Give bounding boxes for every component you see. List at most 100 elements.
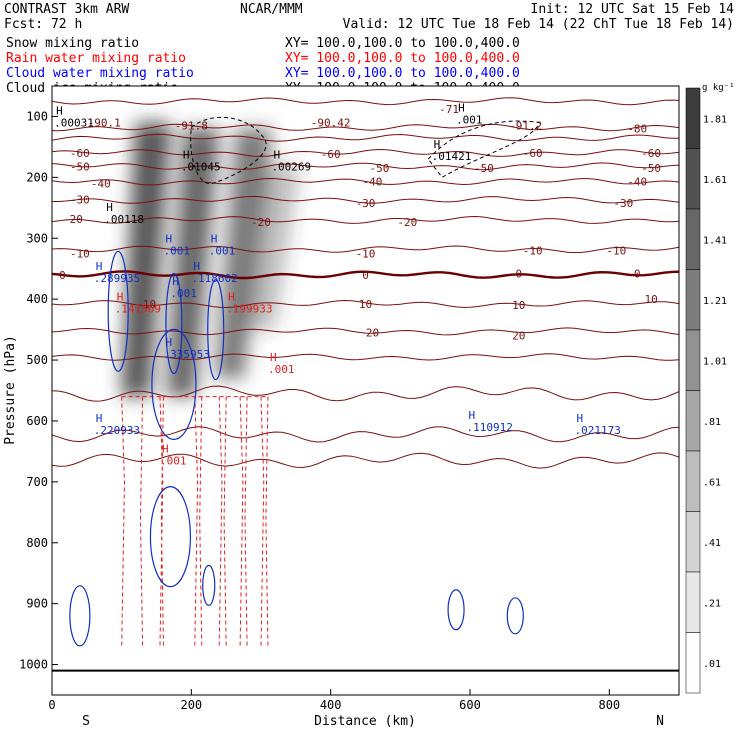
colorbar-segment — [685, 329, 701, 391]
maximum-value: .001 — [268, 363, 295, 376]
maximum-value: .118602 — [191, 272, 237, 285]
maximum-value: .001 — [163, 244, 190, 257]
maximum-marker: H — [183, 148, 190, 161]
rain-contour — [121, 396, 144, 647]
maximum-value: .00269 — [271, 160, 311, 173]
maximum-marker: H — [117, 290, 124, 303]
temperature-label: -30 — [613, 197, 633, 210]
temperature-label: -20 — [63, 213, 83, 226]
y-tick-label: 400 — [26, 292, 48, 306]
cloud-water-contour — [151, 328, 197, 441]
maximum-value: .001 — [456, 113, 483, 126]
colorbar-segment — [685, 571, 701, 633]
field-legend-name: Rain water mixing ratio — [6, 51, 186, 66]
snow-plume — [166, 128, 220, 397]
header-forecast: Fcst: 72 h — [4, 17, 82, 32]
maximum-value: .110912 — [467, 421, 513, 434]
x-end-label-north: N — [656, 714, 664, 729]
maximum-marker: H — [106, 201, 113, 214]
maximum-value: .021173 — [575, 424, 621, 437]
isotherm-line — [52, 148, 679, 157]
field-legend-xy: XY= 100.0,100.0 to 100.0,400.0 — [285, 51, 520, 66]
temperature-label: 0 — [515, 268, 522, 281]
ice-contour — [427, 120, 541, 179]
isotherm-zero — [52, 270, 679, 280]
colorbar-label: .61 — [703, 477, 721, 488]
maximum-value: .141569 — [115, 302, 161, 315]
y-tick-label: 700 — [26, 475, 48, 489]
snow-shading — [121, 122, 300, 397]
maximum-value: .00118 — [104, 213, 144, 226]
cloud-water-contour — [149, 486, 192, 588]
temperature-label: -30 — [70, 193, 90, 206]
temperature-label: 20 — [512, 330, 525, 343]
colorbar-label: .01 — [703, 659, 721, 670]
ice-contour — [190, 116, 267, 184]
maximum-marker: H — [165, 336, 172, 349]
temperature-label: -91.2 — [509, 120, 542, 133]
isotherm-line — [52, 452, 679, 469]
colorbar-segment — [685, 450, 701, 512]
temperature-label: -40 — [363, 176, 383, 189]
temperature-label: 10 — [143, 298, 156, 311]
maximum-value: .289935 — [94, 272, 140, 285]
y-tick-label: 600 — [26, 414, 48, 428]
temperature-label: -10 — [523, 244, 543, 257]
maximum-value: .199933 — [226, 302, 272, 315]
y-axis-title: Pressure (hPa) — [3, 335, 18, 445]
maximum-marker: H — [270, 351, 277, 364]
cloud-water-contour — [447, 589, 465, 631]
isotherm-line — [52, 215, 679, 224]
header-center: NCAR/MMM — [240, 2, 303, 17]
rain-contour — [194, 396, 203, 647]
x-end-label-south: S — [82, 714, 90, 729]
temperature-label: 20 — [366, 327, 379, 340]
y-tick-label: 900 — [26, 597, 48, 611]
maximum-value: .001 — [160, 455, 187, 468]
temperature-contours — [52, 97, 679, 672]
maximum-marker: H — [193, 260, 200, 273]
colorbar-segment — [685, 632, 701, 694]
plot-frame — [51, 85, 680, 696]
x-tick-label: 600 — [459, 698, 481, 712]
temperature-label: -20 — [397, 216, 417, 229]
field-legend-xy: XY= 100.0,100.0 to 100.0,400.0 — [285, 66, 520, 81]
temperature-label: 0 — [362, 269, 369, 282]
temperature-label: -50 — [70, 160, 90, 173]
temperature-label: -10 — [606, 244, 626, 257]
temperature-label: -91.8 — [175, 120, 208, 133]
isotherm-line — [52, 245, 679, 254]
maximum-marker: H — [469, 409, 476, 422]
isotherm-line — [52, 123, 679, 132]
maximum-value: .00031 — [54, 117, 94, 130]
temperature-label: -40 — [627, 176, 647, 189]
x-tick-label: 200 — [180, 698, 202, 712]
x-axis-title: Distance (km) — [314, 714, 416, 729]
header-model: CONTRAST 3km ARW — [4, 2, 129, 17]
colorbar-unit: g kg⁻¹ — [702, 83, 735, 93]
maximum-value: .001 — [170, 287, 197, 300]
temperature-label: -50 — [641, 162, 661, 175]
colorbar: 1.81 1.61 1.41 1.21 1.01 .81 .61 .41 .21 .01 g kg⁻… — [685, 83, 735, 694]
temperature-label: -10 — [70, 247, 90, 260]
field-legend-name: Snow mixing ratio — [6, 36, 139, 51]
cloud-water-contour — [107, 250, 129, 372]
maximum-marker: H — [211, 232, 218, 245]
contour-labels: -90.1 -91.8 -90.42 -91.2 -80-71-60 -60 -60 -60-… — [54, 101, 661, 467]
maximum-value: .01421 — [432, 150, 472, 163]
colorbar-label: .21 — [703, 598, 721, 609]
maximum-value: .220933 — [94, 424, 140, 437]
cloud-water-contour — [207, 279, 225, 381]
snow-plume — [246, 165, 300, 330]
rain-contours — [121, 396, 269, 647]
temperature-label: -10 — [356, 247, 376, 260]
isotherm-line — [52, 177, 679, 186]
temperature-label: -80 — [627, 123, 647, 136]
maximum-marker: H — [162, 443, 169, 456]
cloud-water-contours — [69, 250, 524, 647]
temperature-label: -60 — [321, 148, 341, 161]
temperature-label: -20 — [251, 216, 271, 229]
y-tick-label: 100 — [26, 109, 48, 123]
y-tick-label: 200 — [26, 170, 48, 184]
